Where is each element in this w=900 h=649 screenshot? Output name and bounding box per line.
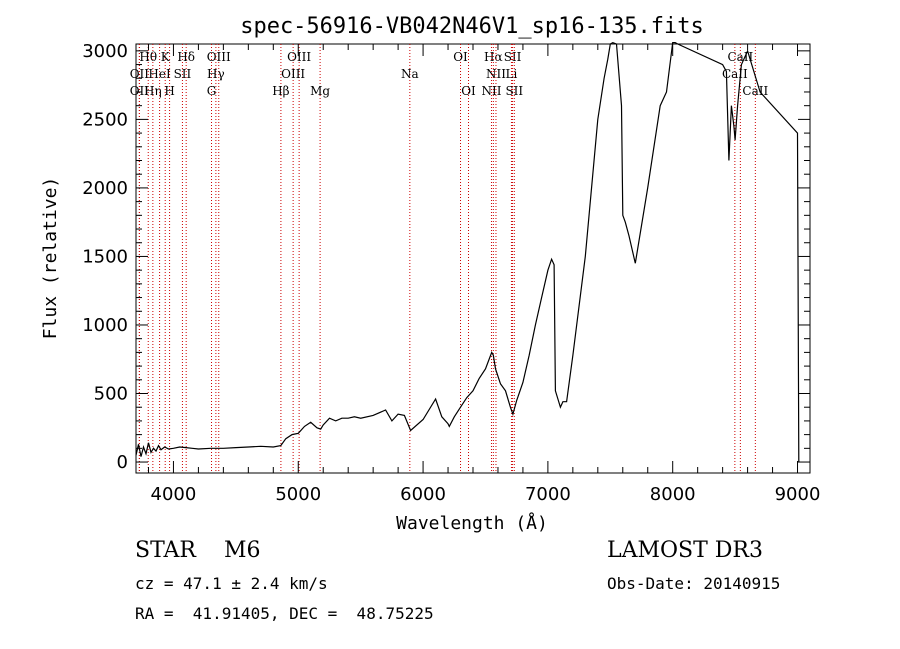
survey-name: LAMOST DR3 <box>607 538 763 563</box>
y-tick-label: 1500 <box>82 246 128 267</box>
x-tick-label: 6000 <box>400 484 446 505</box>
line-label: HeI <box>148 67 171 81</box>
line-label: OIII <box>287 50 311 64</box>
line-label: CaII <box>742 84 768 98</box>
coordinates: RA = 41.91405, DEC = 48.75225 <box>135 604 434 623</box>
line-label: OI <box>453 50 468 64</box>
redshift-velocity: cz = 47.1 ± 2.4 km/s <box>135 574 328 593</box>
line-label: OI <box>461 84 476 98</box>
line-label: OIII <box>281 67 305 81</box>
x-tick-label: 9000 <box>775 484 821 505</box>
line-label: CaII <box>722 67 748 81</box>
x-tick-label: 4000 <box>151 484 197 505</box>
line-label: SII <box>505 84 523 98</box>
line-label: Hγ <box>207 67 225 81</box>
y-tick-label: 3000 <box>82 41 128 62</box>
line-label: Li <box>506 67 518 81</box>
y-tick-label: 2500 <box>82 109 128 130</box>
line-label: NII <box>481 84 501 98</box>
line-label: SII <box>504 50 522 64</box>
line-label: Na <box>401 67 419 81</box>
plot-frame <box>135 43 811 474</box>
y-tick-label: 500 <box>94 384 128 405</box>
line-label: Hβ <box>272 84 289 98</box>
line-label: Hθ <box>139 50 157 64</box>
spectrum-line <box>135 41 800 463</box>
x-tick-label: 7000 <box>525 484 571 505</box>
y-axis: 0 500 1000 1500 2000 2500 3000 <box>82 41 810 473</box>
spectrum-layer <box>135 41 800 463</box>
line-label: Hη <box>144 84 162 98</box>
line-label: K <box>161 50 171 64</box>
line-label: Mg <box>310 84 330 98</box>
line-label: NII <box>486 67 506 81</box>
observation-date: Obs-Date: 20140915 <box>607 574 781 593</box>
y-axis-label: Flux (relative) <box>40 177 61 340</box>
line-label: SII <box>174 67 192 81</box>
line-label: Hα <box>484 50 503 64</box>
line-label: OII <box>130 84 150 98</box>
x-tick-label: 5000 <box>275 484 321 505</box>
x-tick-label: 8000 <box>650 484 696 505</box>
line-label: OIII <box>207 50 231 64</box>
y-tick-label: 2000 <box>82 178 128 199</box>
y-tick-label: 1000 <box>82 315 128 336</box>
y-tick-label: 0 <box>117 452 128 473</box>
line-label: H <box>164 84 174 98</box>
chart-title: spec-56916-VB042N46V1_sp16-135.fits <box>240 14 704 39</box>
line-label: Hδ <box>177 50 195 64</box>
line-label: G <box>207 84 217 98</box>
x-axis: 4000 5000 6000 7000 8000 9000 <box>147 44 821 505</box>
x-axis-label: Wavelength (Å) <box>396 512 548 534</box>
object-class: STAR M6 <box>135 538 261 563</box>
